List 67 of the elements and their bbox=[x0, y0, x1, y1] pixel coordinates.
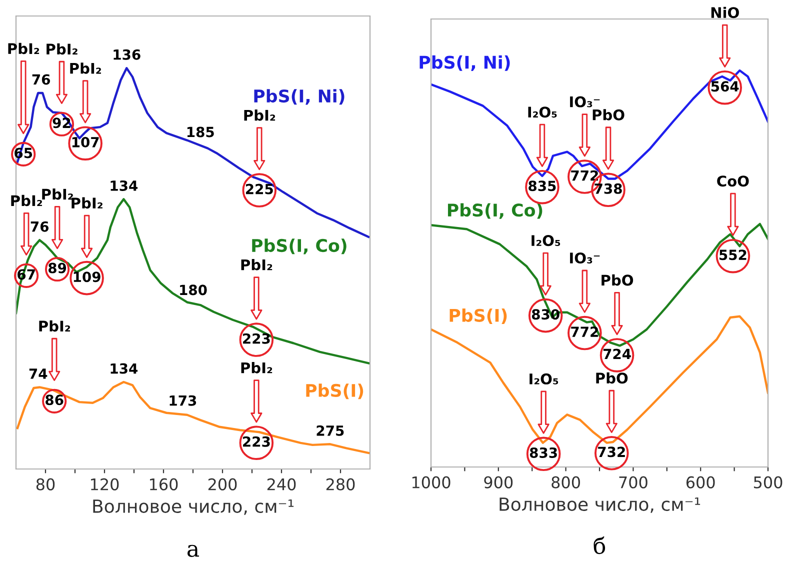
text: NiO bbox=[711, 6, 739, 18]
annotation: 134 bbox=[110, 363, 138, 374]
annotation: 724 bbox=[603, 348, 631, 360]
x-tick-label: 280 bbox=[326, 478, 355, 490]
series-label: PbS(I, Ni) bbox=[420, 55, 510, 72]
annotation: PbI₂ bbox=[241, 362, 272, 374]
x-axis-title: Волновое число, см⁻¹ bbox=[93, 500, 294, 515]
series-label: PbS(I, Co) bbox=[448, 203, 542, 219]
x-tick-label: 900 bbox=[484, 476, 513, 488]
x-tick-label: 80 bbox=[36, 478, 55, 490]
x-axis-title: Волновое число, см⁻¹ bbox=[500, 498, 700, 513]
annotation: 732 bbox=[598, 446, 625, 458]
annotation: PbO bbox=[592, 109, 624, 120]
annotation: 173 bbox=[170, 395, 196, 406]
x-tick-label: 800 bbox=[552, 476, 580, 488]
annotation: PbI₂ bbox=[42, 188, 73, 200]
annotation: 275 bbox=[316, 425, 344, 436]
annotation: 86 bbox=[46, 394, 64, 406]
annotation: 134 bbox=[110, 180, 138, 191]
annotation: 89 bbox=[48, 262, 66, 274]
annotation: 107 bbox=[72, 136, 99, 148]
annotation: PbI₂ bbox=[11, 194, 42, 206]
x-tick-label: 160 bbox=[150, 478, 178, 490]
text: PbI₂ bbox=[8, 42, 40, 54]
annotation: 223 bbox=[243, 436, 270, 447]
series-label: PbS(I) bbox=[450, 308, 507, 324]
annotation: 564 bbox=[711, 81, 739, 92]
annotation: PbO bbox=[602, 274, 634, 286]
annotation: 225 bbox=[246, 184, 273, 194]
annotation: 223 bbox=[243, 333, 270, 344]
annotation: PbO bbox=[596, 372, 628, 384]
annotation: 552 bbox=[720, 250, 746, 260]
annotation: PbI₂ bbox=[241, 259, 272, 270]
x-tick-label: 1000 bbox=[412, 476, 450, 488]
x-tick-label: 600 bbox=[686, 476, 715, 488]
x-tick-label: 120 bbox=[91, 478, 119, 490]
annotation: CoO bbox=[717, 176, 749, 187]
annotation: 109 bbox=[74, 272, 100, 282]
x-tick-label: 700 bbox=[619, 476, 648, 488]
annotation: 136 bbox=[114, 49, 140, 60]
annotation: IO₃⁻ bbox=[570, 252, 600, 264]
text: б bbox=[594, 536, 606, 554]
annotation: 185 bbox=[187, 126, 214, 138]
text: PbS(I, Ni) bbox=[254, 89, 344, 105]
text: PbI₂ bbox=[46, 43, 78, 55]
x-tick-label: 200 bbox=[208, 478, 237, 490]
annotation: PbI₂ bbox=[39, 320, 70, 332]
annotation: 74 bbox=[29, 368, 48, 379]
annotation: 180 bbox=[180, 284, 207, 296]
annotation: PbI₂ bbox=[72, 197, 102, 209]
annotation: 835 bbox=[528, 180, 556, 192]
annotation: 76 bbox=[30, 221, 49, 232]
annotation: I₂O₅ bbox=[530, 373, 558, 384]
text: PbS(I) bbox=[306, 384, 364, 400]
annotation: I₂O₅ bbox=[528, 106, 557, 118]
annotation: IO₃⁻ bbox=[570, 96, 600, 108]
annotation: 772 bbox=[571, 170, 598, 181]
text: PbS(I, Co) bbox=[252, 238, 346, 254]
text: а bbox=[187, 544, 199, 557]
annotation: PbI₂ bbox=[244, 109, 276, 121]
x-tick-label: 240 bbox=[267, 478, 296, 490]
annotation: 76 bbox=[32, 74, 50, 85]
x-tick-label: 500 bbox=[754, 476, 782, 488]
annotation: I₂O₅ bbox=[532, 235, 560, 246]
annotation: PbI₂ bbox=[70, 62, 101, 74]
annotation: 833 bbox=[530, 447, 557, 458]
annotation: 738 bbox=[594, 183, 622, 194]
